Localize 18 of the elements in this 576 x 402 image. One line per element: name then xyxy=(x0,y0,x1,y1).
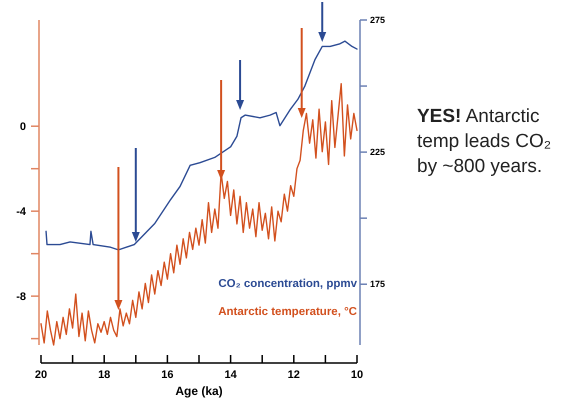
line-series xyxy=(40,83,358,346)
y2-tick-label: 275 xyxy=(370,15,386,25)
text: Antarctic temperature, °C xyxy=(218,306,357,318)
y2-tick-label: 225 xyxy=(370,147,386,158)
x-tick-label: 10 xyxy=(350,369,364,381)
line-series xyxy=(45,40,358,251)
text: YES! Antarctic temp leads CO₂ by ~800 years. xyxy=(417,106,552,177)
y-tick-label: -8 xyxy=(16,291,26,304)
x-tick-label: 20 xyxy=(34,369,48,381)
x-tick-label: 12 xyxy=(288,369,300,381)
y2-tick-label: 175 xyxy=(370,279,386,290)
x-tick-label: 18 xyxy=(98,369,110,381)
x-tick-label: 16 xyxy=(161,369,174,381)
x-axis-title: Age (ka) xyxy=(175,384,223,398)
y-tick-label: -4 xyxy=(16,206,27,218)
text: CO₂ concentration, ppmv xyxy=(218,278,358,290)
x-tick-label: 14 xyxy=(224,369,238,381)
y-tick-label: 0 xyxy=(20,121,26,134)
